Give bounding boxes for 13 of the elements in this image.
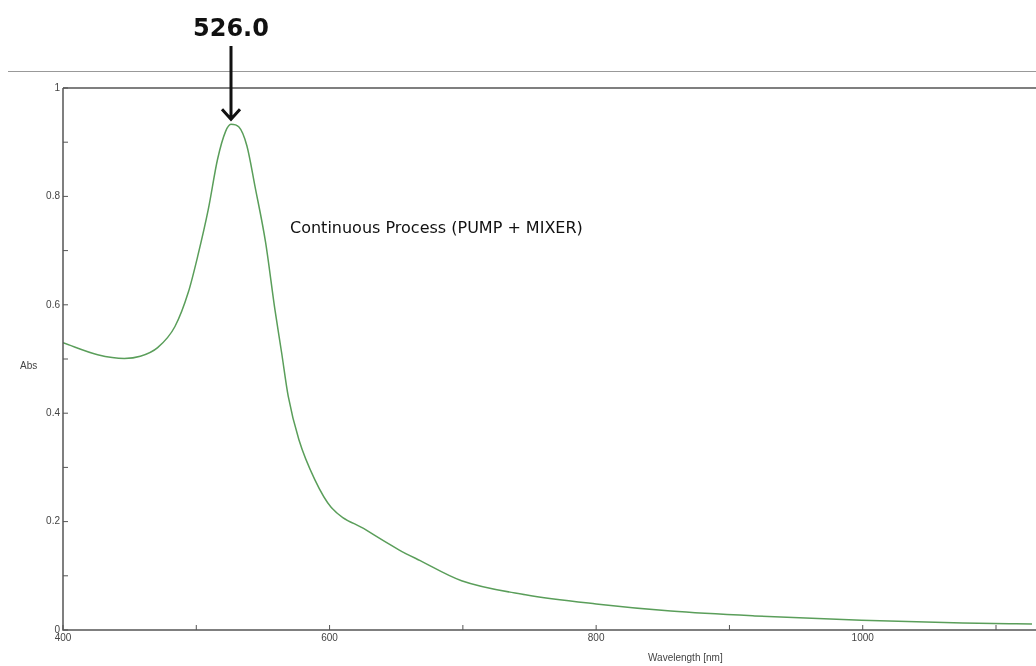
x-tick-label: 600 [321, 631, 339, 643]
x-tick-label: 800 [587, 631, 605, 643]
y-tick-label: 0.2 [46, 515, 61, 527]
y-tick-label: 0.8 [46, 190, 61, 202]
x-tick-label: 1000 [851, 631, 875, 643]
y-tick-label: 1 [54, 81, 61, 93]
y-tick-label: 0.6 [46, 298, 61, 310]
x-axis-title: Wavelength [nm] [648, 652, 723, 663]
line-series [63, 123, 1033, 625]
annotation: 526.0 [192, 14, 269, 42]
y-axis-title: Abs [20, 360, 38, 371]
y-tick-label: 0.4 [46, 406, 61, 418]
annotation: Continuous Process (PUMP + MIXER) [290, 218, 583, 238]
